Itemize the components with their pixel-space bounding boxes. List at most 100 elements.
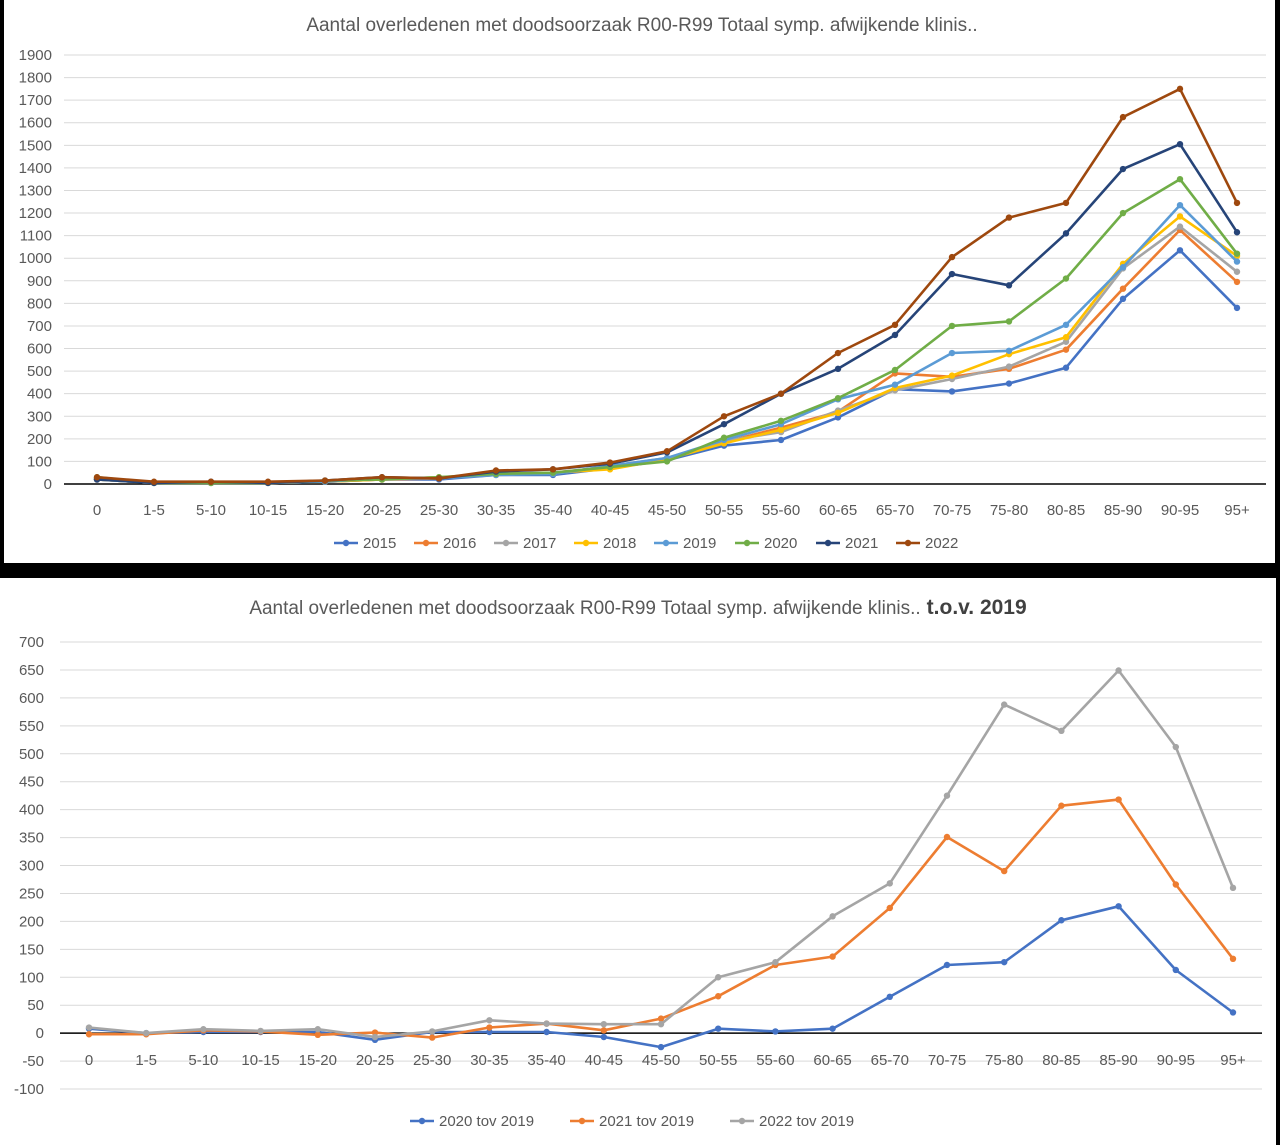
data-point-2018-60-65 (834, 409, 842, 417)
data-point-2022-20-25 (378, 474, 386, 481)
x-tick-label: 5-10 (196, 502, 226, 519)
data-point-2018-90-95 (1176, 213, 1184, 220)
data-point-2020-tov-2019-35-40 (543, 1028, 550, 1036)
data-point-2015-95+ (1233, 304, 1241, 312)
data-point-2020-75-80 (1005, 318, 1013, 325)
data-point-2022-tov-2019-90-95 (1172, 743, 1180, 751)
x-tick-label: 50-55 (699, 1052, 737, 1069)
data-point-2015-90-95 (1176, 247, 1184, 254)
data-point-2022-80-85 (1062, 199, 1070, 207)
data-point-2020-65-70 (891, 366, 899, 374)
data-point-2021-tov-2019-15-20 (314, 1031, 321, 1039)
y-tick-label: 500 (19, 746, 44, 763)
data-point-2022-tov-2019-95+ (1229, 884, 1237, 892)
data-point-2020-45-50 (663, 458, 671, 465)
data-point-2022-tov-2019-10-15 (257, 1027, 264, 1035)
y-tick-label: 650 (19, 662, 44, 679)
x-tick-label: 25-30 (413, 1052, 451, 1069)
data-point-2021-tov-2019-0 (85, 1031, 93, 1038)
y-tick-label: 700 (27, 318, 52, 335)
data-point-2022-tov-2019-50-55 (715, 974, 722, 981)
x-tick-label: 55-60 (762, 502, 800, 519)
x-tick-label: 75-80 (990, 502, 1028, 519)
x-tick-label: 85-90 (1099, 1052, 1137, 1069)
data-point-2020-95+ (1233, 250, 1241, 257)
y-tick-label: 900 (27, 273, 52, 290)
y-tick-label: 1400 (19, 160, 52, 177)
x-tick-label: 70-75 (928, 1052, 966, 1069)
legend-label: 2015 (363, 535, 396, 552)
x-tick-label: 10-15 (249, 502, 287, 519)
x-tick-label: 30-35 (470, 1052, 508, 1069)
data-point-2020-tov-2019-40-45 (600, 1033, 607, 1041)
legend-marker (422, 539, 430, 547)
legend-marker (578, 1117, 586, 1125)
data-point-2015-85-90 (1119, 295, 1127, 303)
line-chart-deaths-by-age: Aantal overledenen met doodsoorzaak R00-… (19, 15, 1266, 552)
x-tick-label: 30-35 (477, 502, 515, 519)
data-point-2022-tov-2019-5-10 (200, 1026, 207, 1033)
legend-label: 2018 (603, 535, 636, 552)
y-tick-label: 400 (27, 386, 52, 403)
legend-label: 2022 tov 2019 (759, 1113, 854, 1130)
data-point-2021-65-70 (891, 331, 899, 339)
chart-title-bold: t.o.v. 2019 (927, 596, 1027, 619)
data-point-2020-tov-2019-95+ (1229, 1009, 1237, 1016)
x-tick-label: 0 (85, 1052, 93, 1069)
data-point-2022-tov-2019-75-80 (1001, 701, 1008, 708)
x-tick-label: 40-45 (585, 1052, 623, 1069)
x-tick-label: 10-15 (241, 1052, 279, 1069)
legend-marker (582, 539, 590, 547)
data-point-2021-tov-2019-45-50 (657, 1015, 665, 1022)
data-point-2022-tov-2019-1-5 (143, 1029, 150, 1037)
x-tick-label: 15-20 (306, 502, 344, 519)
data-point-2022-tov-2019-70-75 (943, 792, 951, 799)
data-point-2020-tov-2019-50-55 (715, 1025, 722, 1032)
y-tick-label: 1100 (20, 228, 52, 245)
y-tick-label: 500 (27, 363, 52, 380)
data-point-2020-tov-2019-60-65 (829, 1025, 836, 1032)
x-tick-label: 60-65 (813, 1052, 851, 1069)
data-point-2022-tov-2019-35-40 (543, 1020, 550, 1027)
x-tick-label: 90-95 (1161, 502, 1199, 519)
legend-label: 2017 (523, 535, 556, 552)
data-point-2022-15-20 (321, 477, 329, 484)
data-point-2022-90-95 (1176, 85, 1184, 93)
data-point-2021-80-85 (1062, 230, 1070, 237)
data-point-2019-65-70 (891, 381, 899, 388)
x-tick-label: 45-50 (642, 1052, 680, 1069)
x-tick-label: 35-40 (527, 1052, 565, 1069)
data-point-2020-tov-2019-75-80 (1001, 958, 1008, 966)
legend-marker (662, 539, 670, 547)
data-point-2017-95+ (1233, 268, 1241, 275)
data-point-2016-80-85 (1062, 346, 1070, 353)
data-point-2020-60-65 (834, 395, 842, 402)
y-tick-label: 1600 (19, 115, 52, 132)
y-tick-label: 50 (27, 997, 44, 1014)
y-tick-label: 100 (27, 453, 52, 470)
chart-panel-top: Aantal overledenen met doodsoorzaak R00-… (4, 0, 1275, 563)
data-point-2022-tov-2019-25-30 (429, 1028, 436, 1035)
data-point-2017-80-85 (1062, 338, 1070, 345)
data-point-2021-tov-2019-70-75 (943, 833, 951, 841)
y-tick-label: 0 (44, 476, 52, 493)
data-point-2022-50-55 (720, 413, 728, 420)
data-point-2022-5-10 (207, 478, 215, 485)
data-point-2022-tov-2019-65-70 (886, 880, 893, 887)
data-point-2021-tov-2019-20-25 (371, 1029, 379, 1036)
y-tick-label: 450 (19, 774, 44, 791)
data-point-2022-0 (93, 474, 101, 481)
data-point-2021-tov-2019-90-95 (1172, 881, 1180, 888)
data-point-2015-55-60 (777, 436, 785, 444)
data-point-2021-tov-2019-75-80 (1001, 867, 1008, 875)
data-point-2022-tov-2019-45-50 (657, 1020, 665, 1028)
series-line-2016 (96, 228, 1238, 485)
y-tick-label: 700 (19, 634, 44, 651)
y-tick-label: 1800 (19, 70, 52, 87)
y-tick-label: 800 (27, 295, 52, 312)
data-point-2019-90-95 (1176, 201, 1184, 209)
data-point-2017-75-80 (1005, 363, 1013, 370)
y-tick-label: 150 (19, 941, 44, 958)
data-point-2019-95+ (1233, 258, 1241, 265)
legend-marker (743, 539, 751, 547)
